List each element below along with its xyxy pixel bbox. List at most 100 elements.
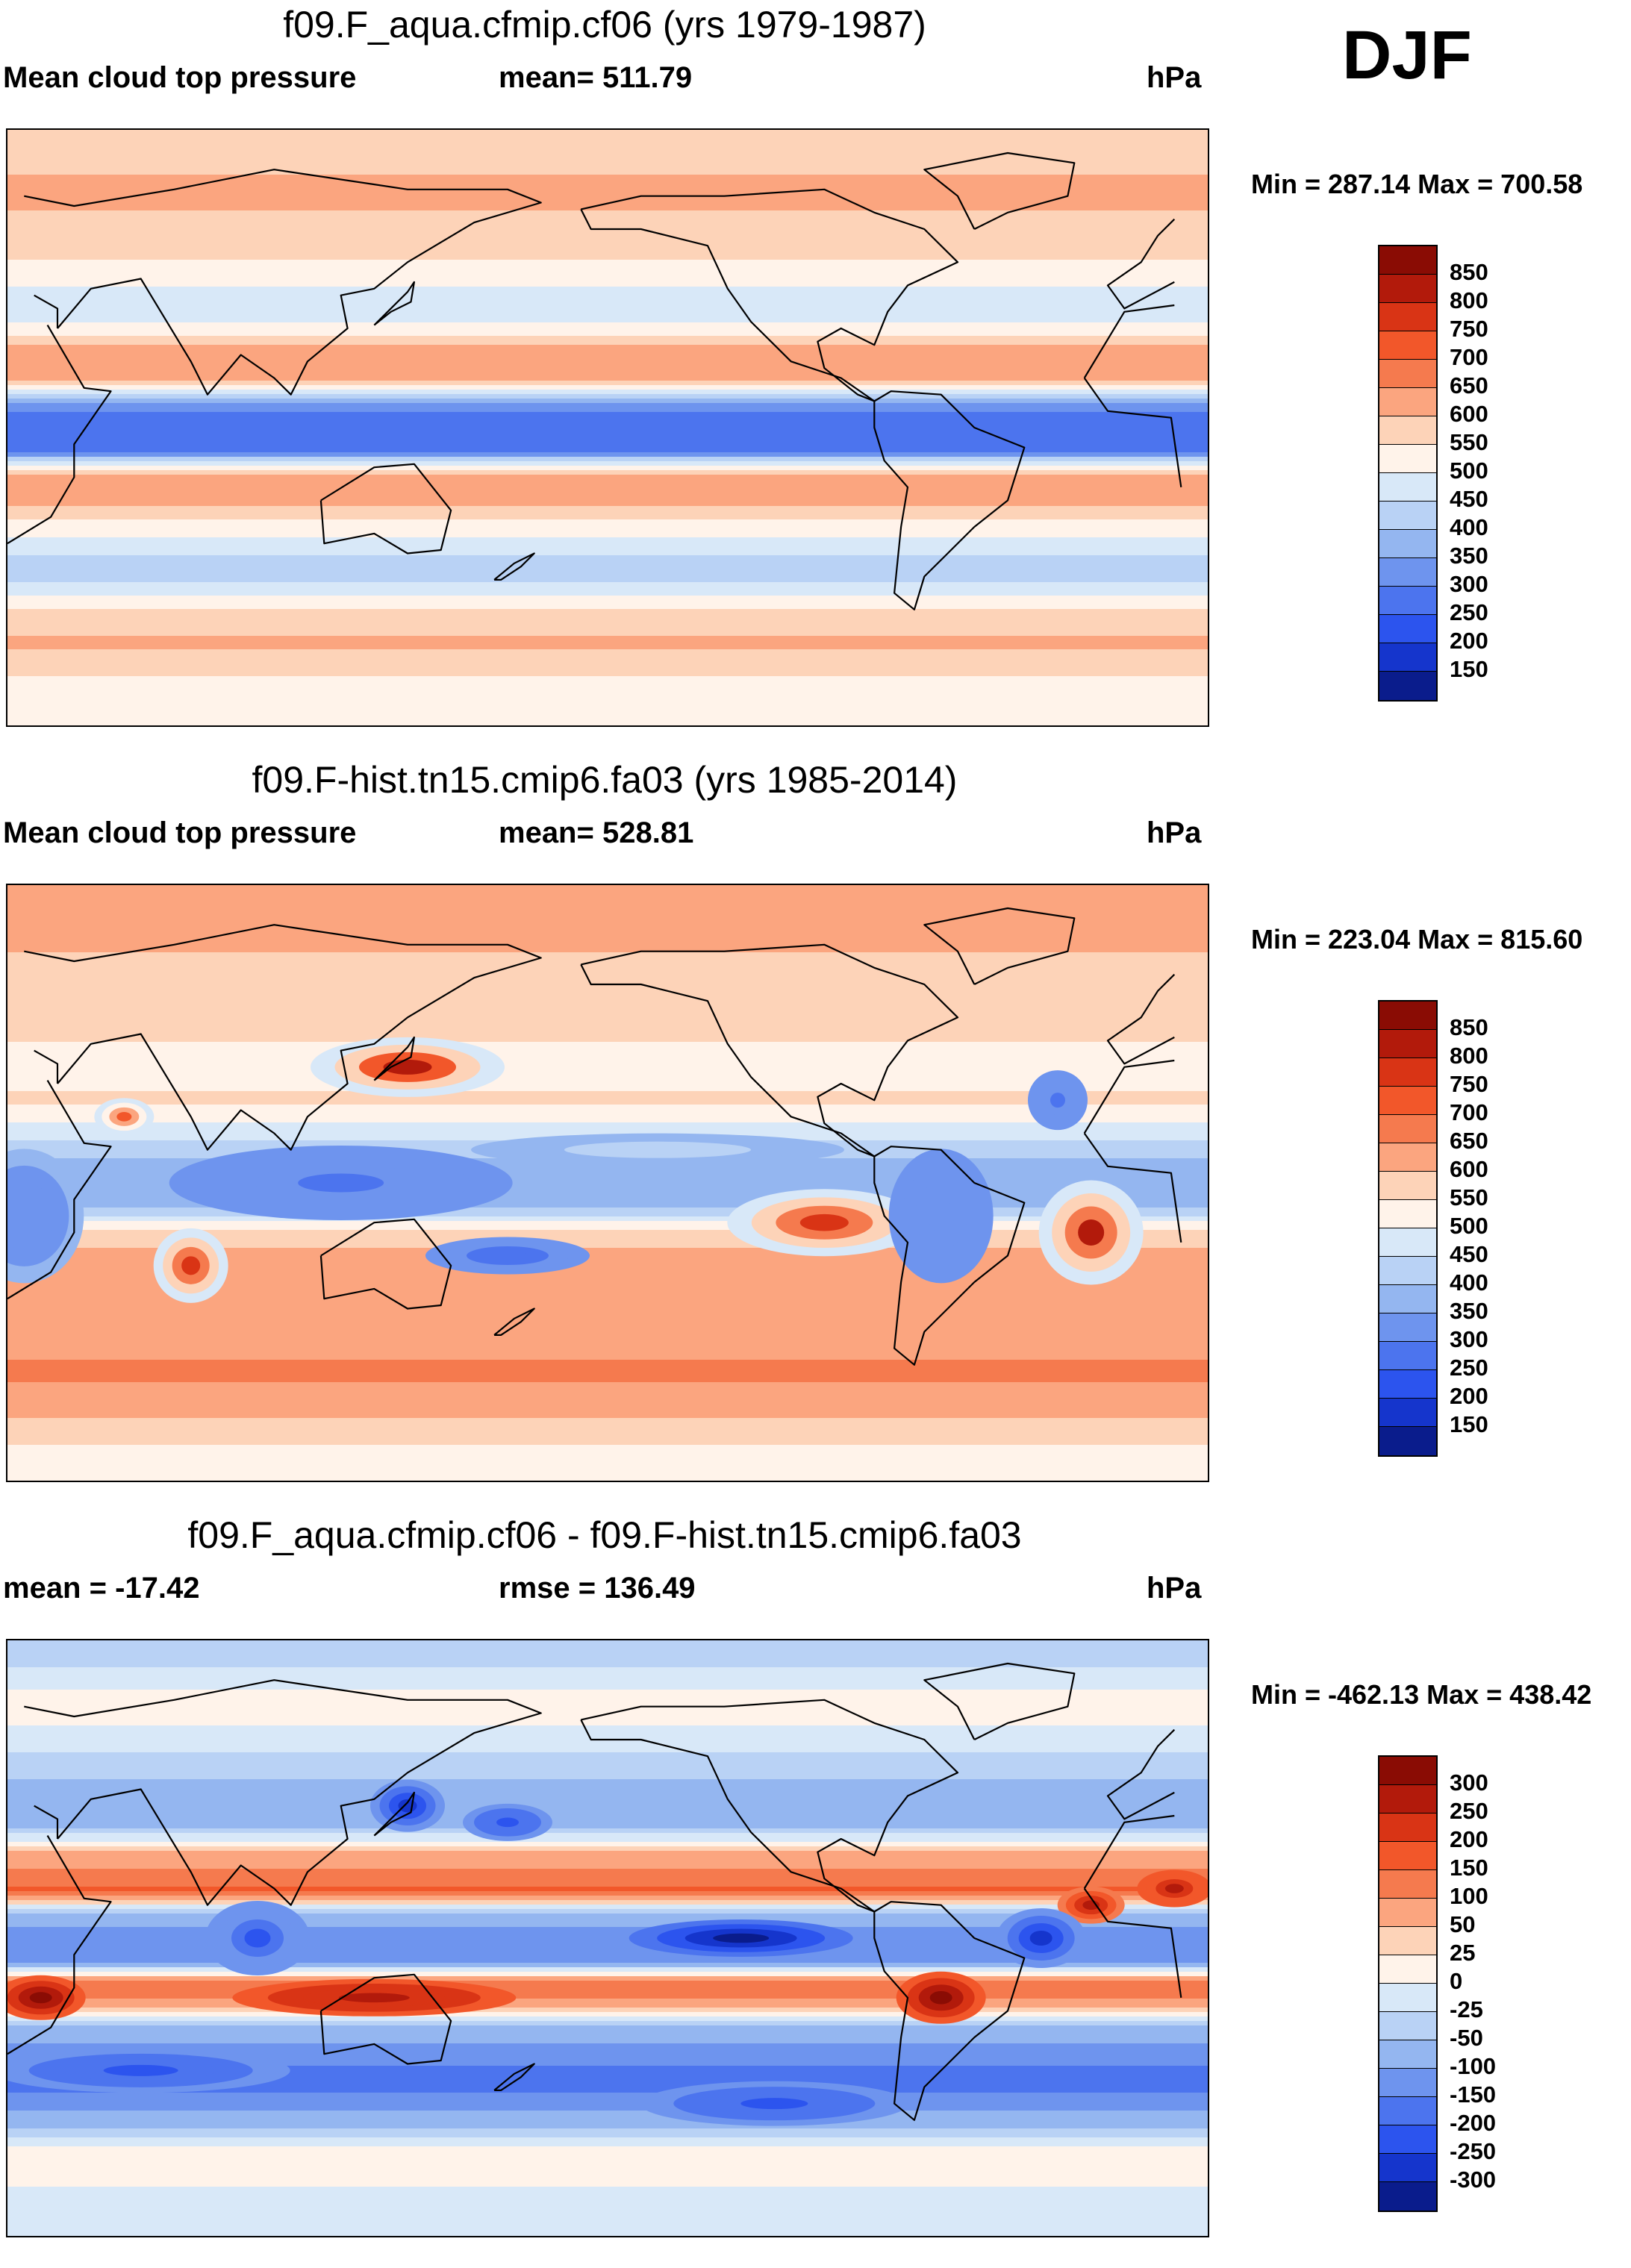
coastline: [493, 1308, 535, 1336]
zonal-band: [7, 600, 1208, 605]
colorbar-swatch: [1379, 1899, 1436, 1927]
colorbar-tick-label: 400: [1450, 514, 1488, 540]
colorbar-tick-label: 150: [1450, 1855, 1488, 1881]
zonal-band: [7, 1905, 1208, 1910]
zonal-band: [7, 457, 1208, 462]
zonal-band: [7, 2061, 1208, 2066]
zonal-band: [7, 1306, 1208, 1311]
zonal-band: [7, 564, 1208, 569]
variable-label: Mean cloud top pressure: [3, 61, 357, 94]
colorbar-tick-label: 150: [1450, 656, 1488, 682]
coastline: [493, 2063, 535, 2091]
zonal-band: [7, 1445, 1208, 1450]
zonal-band: [7, 134, 1208, 140]
zonal-band: [7, 1699, 1208, 1704]
zonal-band: [7, 921, 1208, 926]
zonal-band: [7, 667, 1208, 672]
colorbar: 300 250 200 150 100 50 25 0 -25 -50 -100 -150 -200 -2…: [1378, 1755, 1496, 2212]
zonal-band: [7, 1028, 1208, 1034]
zonal-band: [7, 1757, 1208, 1762]
field-contour: [103, 2064, 178, 2076]
zonal-band: [7, 2012, 1208, 2017]
zonal-band: [7, 645, 1208, 650]
zonal-band: [7, 313, 1208, 319]
zonal-band: [7, 2030, 1208, 2035]
zonal-band: [7, 1887, 1208, 1892]
colorbar-tick-label: 250: [1450, 1355, 1488, 1381]
zonal-band: [7, 2137, 1208, 2143]
field-contour: [611, 1146, 705, 1155]
zonal-band: [7, 170, 1208, 175]
zonal-band: [7, 1212, 1208, 1217]
zonal-band: [7, 1118, 1208, 1123]
colorbar-tick-label: 650: [1450, 1128, 1488, 1154]
zonal-band: [7, 1900, 1208, 1905]
zonal-band: [7, 461, 1208, 466]
colorbar-swatch: [1379, 246, 1436, 275]
zonal-band: [7, 2084, 1208, 2089]
zonal-band: [7, 1225, 1208, 1231]
colorbar-tick-label: 700: [1450, 344, 1488, 370]
zonal-band: [7, 707, 1208, 713]
colorbar-tick-label: 200: [1450, 628, 1488, 654]
zonal-band: [7, 197, 1208, 202]
colorbar-tick-label: 300: [1450, 571, 1488, 597]
zonal-band: [7, 984, 1208, 989]
zonal-band: [7, 716, 1208, 722]
zonal-band: [7, 193, 1208, 198]
zonal-band: [7, 1051, 1208, 1056]
zonal-band: [7, 2070, 1208, 2075]
zonal-band: [7, 1833, 1208, 1838]
zonal-band: [7, 376, 1208, 381]
colorbar-tick-label: -150: [1450, 2081, 1497, 2108]
zonal-band: [7, 1203, 1208, 1208]
zonal-band: [7, 1931, 1208, 1937]
colorbar-swatch: [1379, 1342, 1436, 1370]
coastline: [373, 1791, 415, 1837]
zonal-band: [7, 605, 1208, 610]
zonal-band: [7, 1176, 1208, 1181]
zonal-band: [7, 2079, 1208, 2084]
zonal-band: [7, 1167, 1208, 1172]
zonal-band: [7, 1199, 1208, 1204]
zonal-band: [7, 1364, 1208, 1369]
zonal-band: [7, 2146, 1208, 2152]
mean-label: mean= 511.79: [499, 61, 693, 94]
colorbar-swatch: [1379, 2012, 1436, 2040]
field-contour: [928, 1199, 955, 1233]
zonal-band: [7, 358, 1208, 363]
zonal-band: [7, 2124, 1208, 2129]
colorbar-tick-label: -300: [1450, 2167, 1497, 2193]
zonal-band: [7, 242, 1208, 247]
mean-label: mean = -17.42: [3, 1572, 200, 1605]
zonal-band: [7, 1360, 1208, 1365]
zonal-band: [7, 948, 1208, 953]
zonal-band: [7, 1667, 1208, 1672]
zonal-band: [7, 636, 1208, 641]
zonal-band: [7, 1981, 1208, 1986]
zonal-band: [7, 1819, 1208, 1825]
zonal-band: [7, 582, 1208, 587]
zonal-band: [7, 1042, 1208, 1047]
coastline: [493, 552, 535, 581]
zonal-band: [7, 1797, 1208, 1802]
zonal-band: [7, 1734, 1208, 1740]
zonal-band: [7, 1936, 1208, 1941]
min-max-label: Min = 223.04 Max = 815.60: [1251, 924, 1583, 955]
zonal-band: [7, 1010, 1208, 1016]
colorbar: 850 800 750 700 650 600 550 500 450 400 350 300 250 2…: [1378, 1000, 1488, 1457]
zonal-band: [7, 912, 1208, 917]
zonal-band: [7, 219, 1208, 225]
colorbar-tick-label: 800: [1450, 287, 1488, 313]
zonal-band: [7, 2218, 1208, 2223]
field-contour: [496, 1817, 519, 1828]
zonal-band: [7, 712, 1208, 717]
zonal-band: [7, 618, 1208, 623]
zonal-band: [7, 439, 1208, 444]
map-canvas: [7, 1640, 1208, 2236]
coastline: [24, 1679, 1176, 1906]
colorbar-tick-label: 200: [1450, 1383, 1488, 1409]
zonal-band: [7, 663, 1208, 668]
map-plot: [6, 1639, 1209, 2237]
zonal-band: [7, 354, 1208, 359]
